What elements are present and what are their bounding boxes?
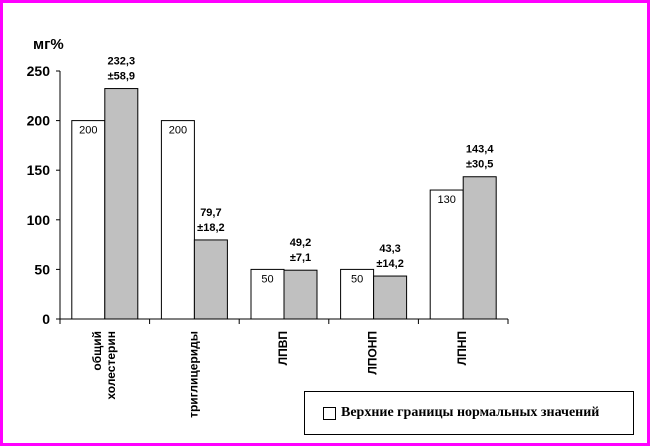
legend-swatch-normal-limits — [323, 406, 336, 420]
bar-sd-label: ±30,5 — [466, 159, 493, 171]
y-tick-label: 100 — [27, 212, 51, 228]
bar-value-label: 200 — [79, 125, 97, 137]
bar-normal-limit — [429, 189, 464, 320]
bar-measured — [283, 269, 318, 320]
bar-measured — [193, 239, 228, 320]
legend: Верхние границы нормальных значений — [304, 391, 634, 435]
bar-mean-label: 49,2 — [290, 237, 311, 249]
bar-value-label: 200 — [169, 125, 187, 137]
bar-sd-label: ±7,1 — [290, 252, 311, 264]
bar-sd-label: ±58,9 — [108, 71, 135, 83]
bar-value-label: 50 — [351, 273, 363, 285]
x-category-label: общий — [90, 331, 104, 371]
bar-mean-label: 232,3 — [108, 56, 136, 68]
bar-value-label: 50 — [261, 273, 273, 285]
bar-mean-label: 79,7 — [200, 207, 221, 219]
bar-normal-limit — [71, 120, 106, 320]
bar-mean-label: 143,4 — [466, 144, 494, 156]
bar-mean-label: 43,3 — [379, 243, 400, 255]
y-tick-label: 250 — [27, 63, 51, 79]
bar-chart: мг% 0 50 100 150 200 250 200 232,3 ±58,9 общий холе… — [27, 36, 509, 418]
y-tick-label: 200 — [27, 113, 51, 129]
y-tick-label: 0 — [42, 311, 50, 327]
x-category-label: ЛПОНП — [366, 331, 380, 375]
x-category-label: триглицериды — [186, 331, 200, 418]
x-category-label: ЛПВП — [276, 331, 290, 365]
bar-value-label: 130 — [438, 194, 456, 206]
legend-label-normal-limits: Верхние границы нормальных значений — [341, 405, 600, 420]
bar-sd-label: ±18,2 — [197, 222, 224, 234]
bar-measured — [373, 275, 408, 320]
x-category-label: холестерин — [104, 331, 118, 400]
y-axis-label: мг% — [33, 36, 64, 53]
bar-normal-limit — [160, 120, 195, 320]
y-tick-label: 50 — [34, 261, 50, 277]
y-tick-label: 150 — [27, 162, 51, 178]
bar-sd-label: ±14,2 — [376, 258, 403, 270]
x-category-label: ЛПНП — [455, 331, 469, 365]
bar-measured — [104, 88, 139, 320]
bar-measured — [462, 176, 497, 320]
